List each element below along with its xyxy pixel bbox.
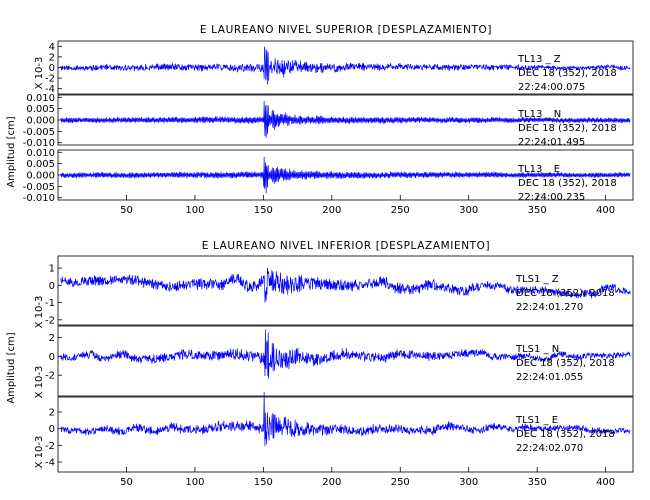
panel-tl13-e-date: DEC 18 (352), 2018: [518, 178, 617, 189]
chart-superior-xtick-label: 100: [185, 205, 204, 216]
chart-inferior-xaxis: 50 100 150 200 250 300 350 400: [120, 467, 615, 488]
chart-superior-xtick-label: 50: [120, 205, 133, 216]
panel-tl13-z-ytick-label: 2: [49, 52, 55, 63]
chart-inferior-title: E LAUREANO NIVEL INFERIOR [DESPLAZAMIENT…: [202, 240, 490, 252]
panel-tl13-n-ytick-label: 0.010: [26, 93, 55, 104]
panel-tls1-n-frame: [57, 325, 634, 397]
chart-superior: E LAUREANO NIVEL SUPERIOR [DESPLAZAMIENT…: [6, 24, 634, 216]
panel-tl13-n-time: 22:24:01.495: [518, 137, 585, 148]
chart-inferior-xtick-label: 400: [596, 477, 615, 488]
panel-tl13-e-ytick-label: 0.010: [26, 148, 55, 159]
panel-tls1-e-frame: [57, 396, 634, 473]
panel-tls1-n-ytick-label: 0: [49, 352, 55, 363]
panel-tl13-e-time: 22:24:00.235: [518, 192, 585, 203]
panel-tl13-z-ytick-label: -2: [45, 74, 55, 85]
panel-tl13-n-station: TL13 _ N: [517, 109, 561, 120]
panel-tls1-e-station: TLS1 _ E: [515, 415, 558, 426]
panel-tl13-z-yticks: 420-2-4: [45, 42, 62, 95]
chart-inferior-xtick-label: 100: [185, 477, 204, 488]
panel-tl13-n-ytick-label: -0.010: [23, 138, 55, 149]
panel-tls1-e: 2 0 -2 -4 X 10-3 TLS1 _ E DEC 18 (352), 201…: [34, 391, 634, 473]
panel-tl13-e-ytick-label: 0.000: [26, 171, 55, 182]
panel-tl13-z-date: DEC 18 (352), 2018: [518, 68, 617, 79]
chart-superior-xtick-label: 350: [528, 205, 547, 216]
panel-tls1-z-yticks: 1 0 -1 -2: [45, 264, 62, 326]
panel-tls1-n-scale-label: X 10-3: [34, 366, 45, 399]
panel-tl13-n-ytick-label: 0.005: [26, 104, 55, 115]
panel-tls1-z-ytick-label: 1: [49, 264, 55, 275]
chart-inferior-xtick-label: 50: [120, 477, 133, 488]
panel-tls1-n-date: DEC 18 (352), 2018: [516, 358, 615, 369]
panel-tls1-e-yticks: 2 0 -2 -4: [45, 408, 62, 469]
chart-superior-xtick-label: 150: [254, 205, 273, 216]
panel-tls1-n-ytick-label: 2: [49, 333, 55, 344]
panel-tl13-z-time: 22:24:00.075: [518, 82, 585, 93]
panel-tls1-z-scale-label: X 10-3: [34, 296, 45, 329]
chart-inferior: E LAUREANO NIVEL INFERIOR [DESPLAZAMIENT…: [6, 240, 634, 488]
panel-tl13-e-ytick-label: -0.010: [23, 193, 55, 204]
panel-tls1-z-date: DEC 18 (352), 2018: [516, 288, 615, 299]
panel-tls1-e-date: DEC 18 (352), 2018: [516, 429, 615, 440]
chart-superior-ylabel: Amplitud [cm]: [6, 116, 17, 187]
panel-tl13-z-station: TL13 _ Z: [517, 54, 561, 65]
panel-tls1-e-ytick-label: -2: [45, 441, 55, 452]
panel-tl13-e-ytick-label: -0.005: [23, 182, 55, 193]
panel-tl13-e-station: TL13 _ E: [517, 164, 560, 175]
panel-tl13-z-trace: [60, 46, 631, 85]
panel-tl13-z-ytick-label: 0: [49, 63, 55, 74]
panel-tl13-z-scale-label: X 10-3: [34, 57, 45, 90]
chart-inferior-xtick-label: 250: [391, 477, 410, 488]
panel-tl13-n-ytick-label: 0.000: [26, 116, 55, 127]
panel-tls1-z-ytick-label: 0: [49, 281, 55, 292]
panel-tls1-z-time: 22:24:01.270: [516, 302, 583, 313]
chart-superior-xtick-label: 200: [322, 205, 341, 216]
panel-tl13-e-trace: [60, 156, 631, 194]
panel-tls1-z-ytick-label: -2: [45, 315, 55, 326]
panel-tls1-n-yticks: 2 0 -2: [45, 333, 62, 382]
panel-tls1-n-station: TLS1 _ N: [515, 344, 559, 355]
panel-tls1-n-trace: [60, 329, 631, 379]
panel-tls1-n-ytick-label: -2: [45, 371, 55, 382]
panel-tls1-z-frame: [57, 255, 634, 326]
panel-tl13-n-date: DEC 18 (352), 2018: [518, 123, 617, 134]
panel-tl13-z-ytick-label: 4: [49, 42, 55, 53]
panel-tl13-z: 420-2-4 X 10-3 TL13 _ Z DEC 18 (352), 20…: [34, 40, 634, 95]
panel-tl13-n-ytick-label: -0.005: [23, 127, 55, 138]
panel-tls1-z-trace: [60, 267, 631, 303]
chart-superior-xtick-label: 400: [596, 205, 615, 216]
chart-inferior-xtick-label: 200: [322, 477, 341, 488]
panel-tls1-e-trace: [60, 391, 631, 447]
panel-tl13-e-ytick-label: 0.005: [26, 159, 55, 170]
panel-tls1-e-ytick-label: 0: [49, 424, 55, 435]
panel-tls1-z-station: TLS1 _ Z: [515, 274, 559, 285]
panel-tls1-n-time: 22:24:01.055: [516, 372, 583, 383]
chart-inferior-ylabel: Amplitud [cm]: [6, 332, 17, 403]
chart-superior-title: E LAUREANO NIVEL SUPERIOR [DESPLAZAMIENT…: [200, 24, 492, 36]
chart-inferior-xtick-label: 350: [528, 477, 547, 488]
panel-tls1-e-ytick-label: 2: [49, 408, 55, 419]
panel-tls1-e-scale-label: X 10-3: [34, 436, 45, 469]
chart-inferior-xtick-label: 150: [254, 477, 273, 488]
panel-tl13-n-trace: [60, 100, 631, 138]
panel-tls1-e-ytick-label: -4: [45, 458, 55, 469]
panel-tls1-e-time: 22:24:02.070: [516, 443, 583, 454]
chart-inferior-xtick-label: 300: [459, 477, 478, 488]
chart-superior-xtick-label: 300: [459, 205, 478, 216]
panel-tl13-z-ytick-label: -4: [45, 84, 55, 95]
panel-tls1-z: 1 0 -1 -2 X 10-3 TLS1 _ Z DEC 18 (352), 201…: [34, 255, 634, 329]
panel-tls1-n: 20-2 X 10-3 TLS1 _ N DEC 18 (352), 2018 …: [34, 325, 634, 399]
panel-tls1-z-ytick-label: -1: [45, 298, 55, 309]
chart-superior-xaxis: 50 100 150 200 250 300 350 400: [120, 195, 615, 216]
chart-superior-xtick-label: 250: [391, 205, 410, 216]
